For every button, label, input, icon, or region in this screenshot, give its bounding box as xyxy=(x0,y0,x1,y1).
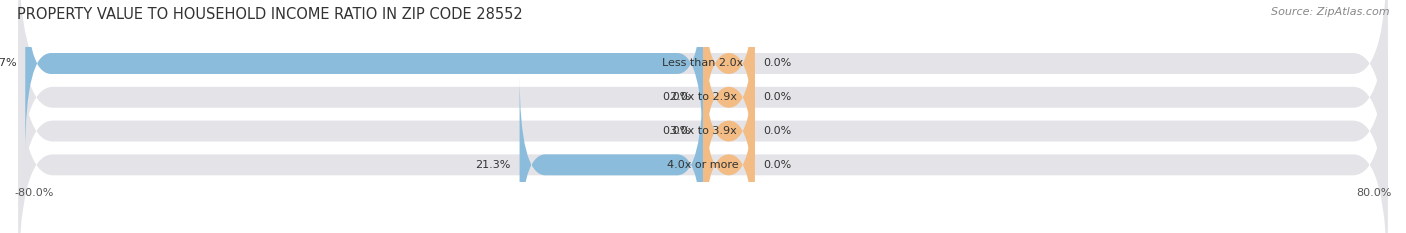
FancyBboxPatch shape xyxy=(703,6,755,188)
Text: 3.0x to 3.9x: 3.0x to 3.9x xyxy=(669,126,737,136)
Text: Source: ZipAtlas.com: Source: ZipAtlas.com xyxy=(1271,7,1389,17)
Text: 0.0%: 0.0% xyxy=(763,58,792,69)
Text: 78.7%: 78.7% xyxy=(0,58,17,69)
Text: 4.0x or more: 4.0x or more xyxy=(668,160,738,170)
FancyBboxPatch shape xyxy=(18,6,1388,233)
Text: 0.0%: 0.0% xyxy=(662,126,690,136)
FancyBboxPatch shape xyxy=(18,0,1388,188)
Text: 21.3%: 21.3% xyxy=(475,160,510,170)
FancyBboxPatch shape xyxy=(18,40,1388,233)
FancyBboxPatch shape xyxy=(703,74,755,233)
FancyBboxPatch shape xyxy=(520,74,703,233)
Text: 0.0%: 0.0% xyxy=(763,126,792,136)
FancyBboxPatch shape xyxy=(703,40,755,222)
Text: PROPERTY VALUE TO HOUSEHOLD INCOME RATIO IN ZIP CODE 28552: PROPERTY VALUE TO HOUSEHOLD INCOME RATIO… xyxy=(17,7,523,22)
FancyBboxPatch shape xyxy=(703,0,755,154)
Text: 80.0%: 80.0% xyxy=(1357,188,1392,199)
Text: 0.0%: 0.0% xyxy=(662,92,690,102)
Text: 2.0x to 2.9x: 2.0x to 2.9x xyxy=(669,92,737,102)
FancyBboxPatch shape xyxy=(18,0,1388,222)
Text: 0.0%: 0.0% xyxy=(763,92,792,102)
Text: 0.0%: 0.0% xyxy=(763,160,792,170)
Text: -80.0%: -80.0% xyxy=(14,188,53,199)
FancyBboxPatch shape xyxy=(25,0,703,154)
Text: Less than 2.0x: Less than 2.0x xyxy=(662,58,744,69)
